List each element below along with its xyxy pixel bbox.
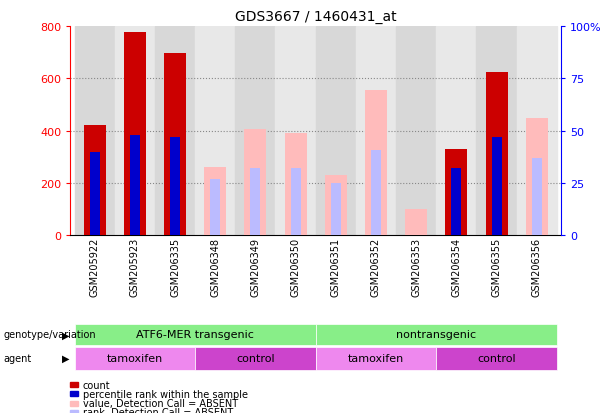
- Bar: [356, 27, 396, 236]
- Bar: [371, 150, 381, 236]
- Bar: [331, 184, 341, 236]
- Bar: [291, 169, 300, 236]
- Bar: [250, 169, 261, 236]
- Bar: [445, 150, 468, 236]
- Bar: [316, 27, 356, 236]
- Text: control: control: [236, 353, 275, 363]
- Text: ▶: ▶: [63, 330, 70, 339]
- Bar: [436, 27, 476, 236]
- Bar: [485, 73, 508, 236]
- Bar: [531, 159, 542, 236]
- Text: control: control: [478, 353, 516, 363]
- Bar: [204, 168, 226, 236]
- Bar: [245, 130, 267, 236]
- Bar: [210, 180, 220, 236]
- Bar: [405, 210, 427, 236]
- Bar: [83, 126, 105, 236]
- Bar: [396, 27, 436, 236]
- Bar: [526, 118, 548, 236]
- Title: GDS3667 / 1460431_at: GDS3667 / 1460431_at: [235, 10, 397, 24]
- Text: count: count: [83, 380, 110, 390]
- Bar: [115, 27, 155, 236]
- Text: ▶: ▶: [63, 353, 70, 363]
- Bar: [325, 176, 347, 236]
- Text: nontransgenic: nontransgenic: [396, 330, 476, 339]
- Bar: [284, 134, 306, 236]
- Text: value, Detection Call = ABSENT: value, Detection Call = ABSENT: [83, 398, 238, 408]
- Bar: [517, 27, 557, 236]
- Text: ATF6-MER transgenic: ATF6-MER transgenic: [136, 330, 254, 339]
- Bar: [451, 169, 462, 236]
- Bar: [130, 135, 140, 236]
- Text: agent: agent: [3, 353, 31, 363]
- Text: rank, Detection Call = ABSENT: rank, Detection Call = ABSENT: [83, 407, 233, 413]
- Bar: [275, 27, 316, 236]
- Bar: [170, 138, 180, 236]
- Text: tamoxifen: tamoxifen: [348, 353, 404, 363]
- Text: tamoxifen: tamoxifen: [107, 353, 163, 363]
- Bar: [235, 27, 275, 236]
- Bar: [492, 138, 501, 236]
- Bar: [476, 27, 517, 236]
- Bar: [75, 27, 115, 236]
- Text: genotype/variation: genotype/variation: [3, 330, 96, 339]
- Bar: [365, 91, 387, 236]
- Bar: [195, 27, 235, 236]
- Text: percentile rank within the sample: percentile rank within the sample: [83, 389, 248, 399]
- Bar: [164, 54, 186, 236]
- Bar: [124, 33, 146, 236]
- Bar: [89, 152, 100, 236]
- Bar: [155, 27, 195, 236]
